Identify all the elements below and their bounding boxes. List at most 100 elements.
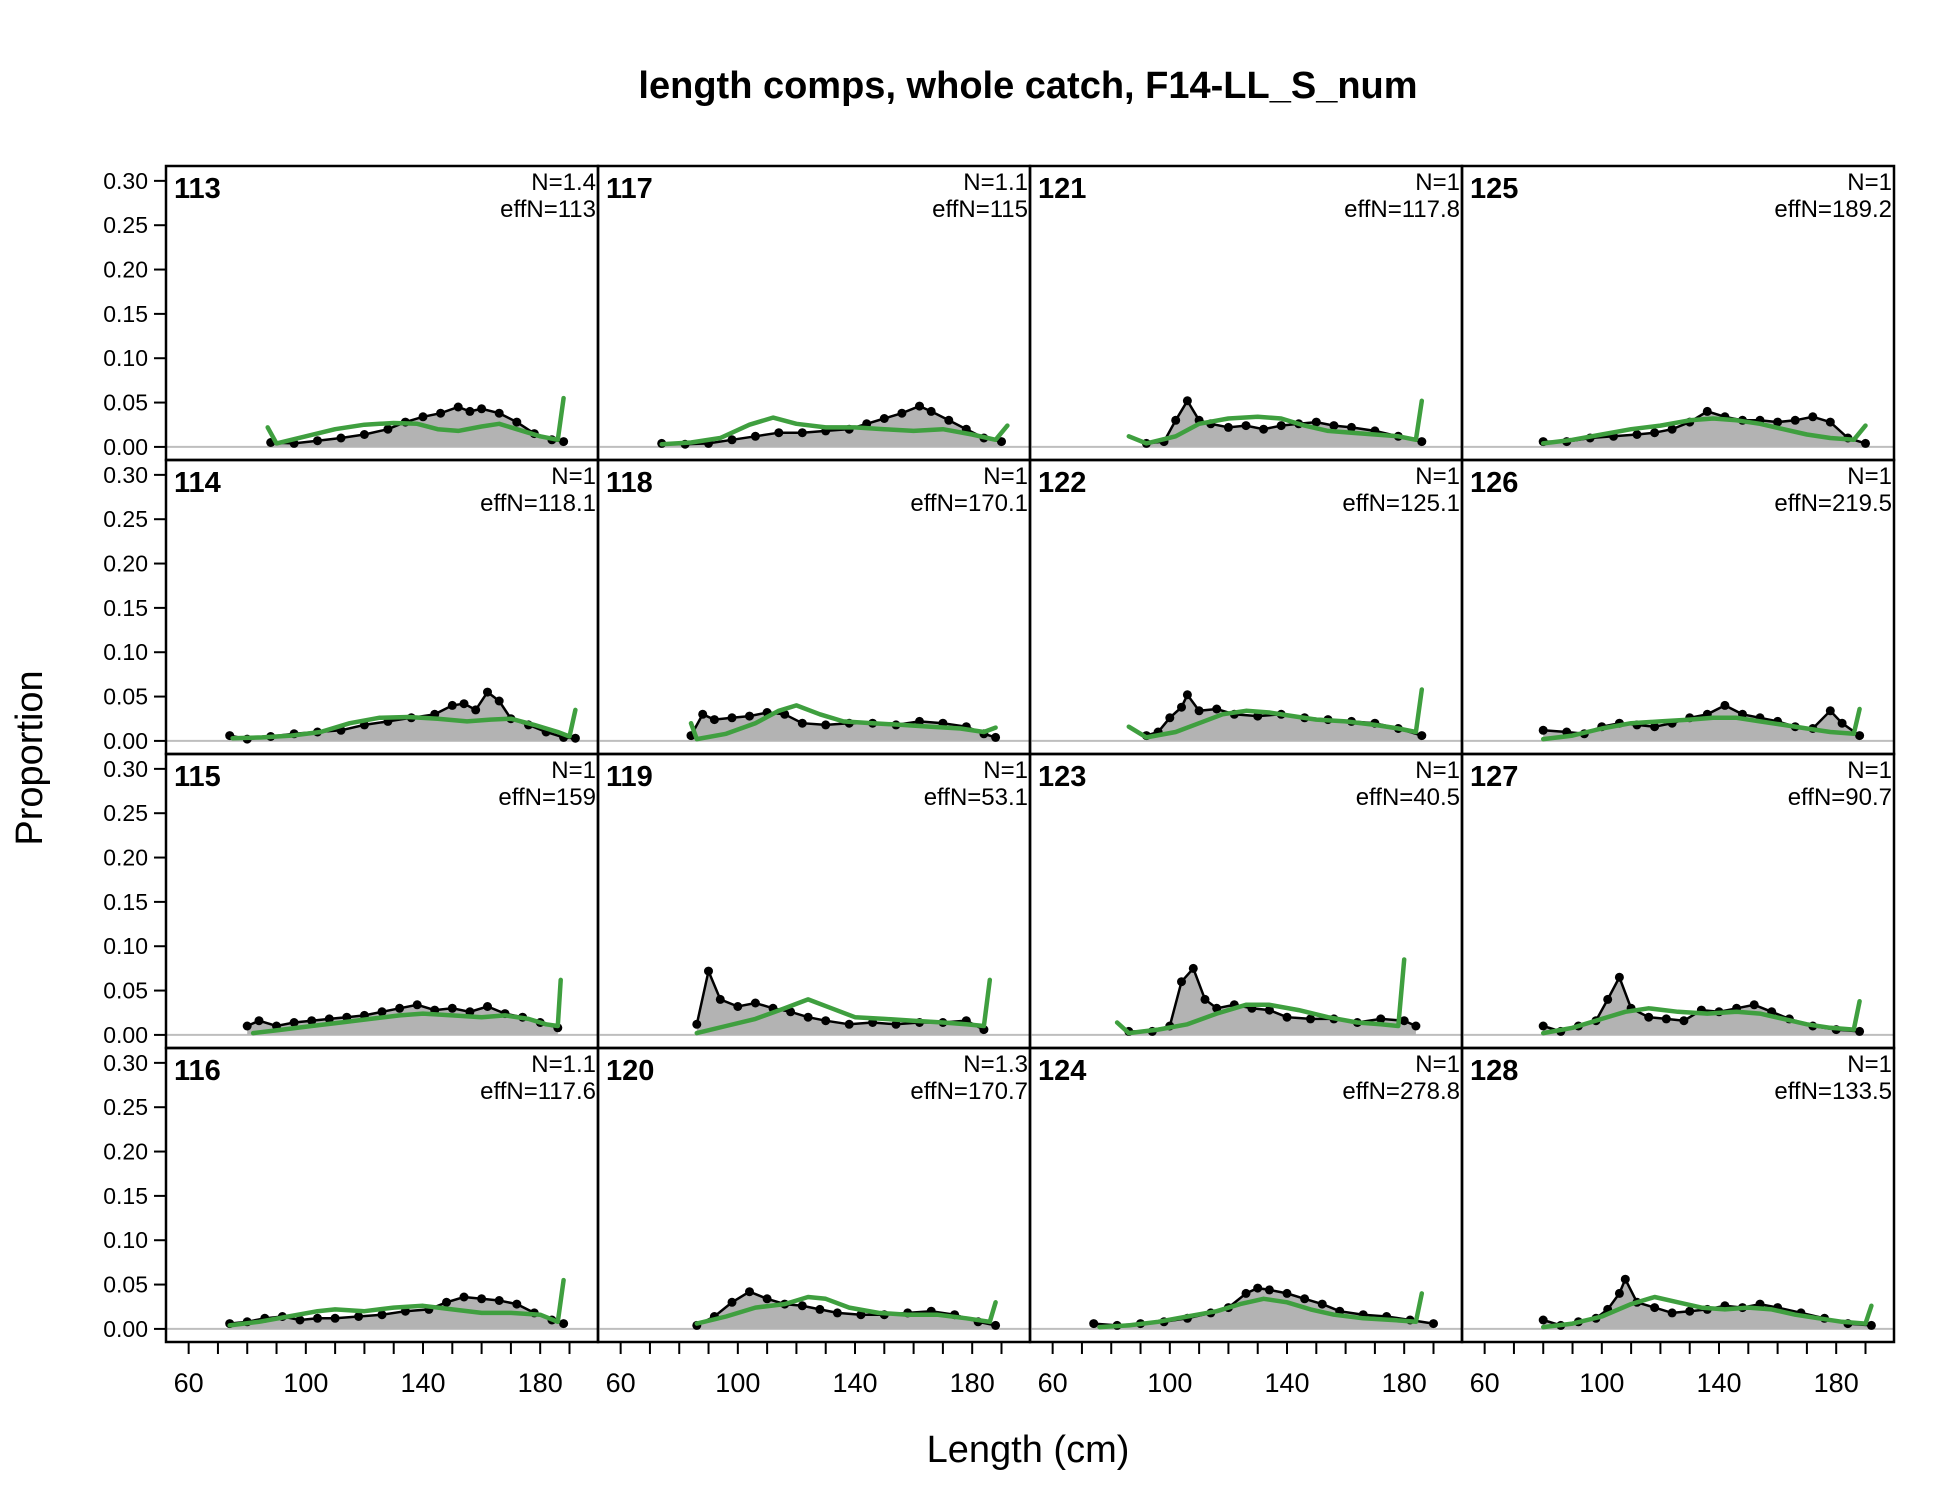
observed-point bbox=[780, 709, 790, 719]
observed-point bbox=[1194, 706, 1204, 716]
sample-size-label: N=1 bbox=[1415, 169, 1460, 196]
observed-point bbox=[1177, 977, 1186, 987]
expected-line bbox=[227, 1277, 566, 1328]
y-tick-label: 0.30 bbox=[103, 462, 148, 488]
observed-point bbox=[1825, 706, 1835, 716]
observed-point bbox=[786, 1007, 796, 1017]
observed-point bbox=[733, 1002, 743, 1011]
observed-point bbox=[1429, 1319, 1438, 1329]
effective-n-label: effN=117.8 bbox=[1344, 196, 1460, 223]
y-tick-label: 0.00 bbox=[103, 1022, 148, 1048]
y-tick-label: 0.05 bbox=[103, 978, 148, 1004]
panel-id-label: 128 bbox=[1470, 1055, 1518, 1087]
observed-point bbox=[471, 705, 481, 715]
observed-point bbox=[1282, 1288, 1292, 1298]
observed-point bbox=[1538, 1315, 1548, 1325]
effective-n-label: effN=113 bbox=[500, 196, 596, 223]
observed-point bbox=[897, 408, 907, 418]
observed-point bbox=[774, 428, 784, 438]
panel-id-label: 121 bbox=[1038, 173, 1086, 205]
observed-point bbox=[1808, 412, 1818, 422]
y-tick-label: 0.00 bbox=[103, 1316, 148, 1342]
observed-point bbox=[926, 406, 936, 416]
observed-point bbox=[727, 713, 737, 723]
observed-point bbox=[1376, 1014, 1386, 1024]
sample-size-label: N=1.1 bbox=[531, 1051, 596, 1078]
sample-size-label: N=1 bbox=[983, 757, 1028, 784]
observed-point bbox=[1702, 406, 1712, 416]
x-tick-label: 180 bbox=[1382, 1368, 1427, 1398]
expected-line bbox=[694, 1294, 998, 1326]
x-tick-label: 100 bbox=[1147, 1368, 1192, 1398]
y-tick-label: 0.20 bbox=[103, 257, 148, 283]
y-tick-label: 0.15 bbox=[103, 1183, 148, 1209]
effective-n-label: effN=219.5 bbox=[1774, 490, 1892, 517]
panel-id-label: 116 bbox=[174, 1055, 221, 1087]
observed-area bbox=[229, 692, 576, 741]
observed-area bbox=[1146, 400, 1422, 447]
panel-id-label: 118 bbox=[606, 467, 653, 499]
observed-point bbox=[483, 1002, 492, 1011]
panel-id-label: 126 bbox=[1470, 467, 1518, 499]
y-tick-label: 0.10 bbox=[103, 345, 148, 371]
observed-area bbox=[696, 971, 984, 1035]
x-axis-label: Length (cm) bbox=[927, 1429, 1130, 1471]
observed-point bbox=[704, 966, 713, 976]
observed-point bbox=[383, 424, 393, 434]
observed-point bbox=[324, 1014, 334, 1024]
effective-n-label: effN=170.7 bbox=[910, 1078, 1028, 1105]
observed-point bbox=[1417, 731, 1427, 741]
observed-point bbox=[1790, 415, 1800, 425]
observed-point bbox=[1182, 396, 1192, 406]
sample-size-label: N=1 bbox=[1415, 463, 1460, 490]
observed-point bbox=[698, 709, 708, 719]
y-tick-label: 0.25 bbox=[103, 1094, 148, 1120]
expected-line bbox=[265, 395, 566, 446]
observed-point bbox=[832, 1308, 842, 1318]
x-tick-label: 60 bbox=[606, 1368, 636, 1398]
observed-point bbox=[1223, 422, 1233, 432]
observed-point bbox=[559, 1319, 569, 1329]
observed-point bbox=[915, 401, 924, 411]
observed-point bbox=[1614, 972, 1624, 982]
observed-point bbox=[709, 715, 719, 725]
observed-point bbox=[313, 1313, 322, 1323]
observed-point bbox=[1661, 1014, 1671, 1024]
observed-point bbox=[1212, 1003, 1222, 1013]
observed-point bbox=[821, 1016, 831, 1026]
observed-point bbox=[494, 408, 504, 418]
sample-size-label: N=1.1 bbox=[963, 169, 1028, 196]
observed-point bbox=[1089, 1319, 1099, 1329]
observed-point bbox=[1644, 1012, 1654, 1022]
x-tick-label: 60 bbox=[1038, 1368, 1068, 1398]
y-tick-label: 0.20 bbox=[103, 551, 148, 577]
observed-point bbox=[1749, 1000, 1759, 1010]
panel-border bbox=[1460, 1046, 1896, 1344]
expected-line bbox=[1126, 687, 1425, 740]
observed-point bbox=[477, 1294, 487, 1304]
observed-point bbox=[944, 415, 954, 425]
y-tick-label: 0.05 bbox=[103, 390, 148, 416]
x-tick-label: 100 bbox=[715, 1368, 760, 1398]
observed-point bbox=[447, 1003, 457, 1013]
observed-point bbox=[1264, 1005, 1274, 1015]
effective-n-label: effN=118.1 bbox=[480, 490, 596, 517]
observed-point bbox=[997, 437, 1006, 447]
expected-line bbox=[1540, 416, 1868, 446]
panel-id-label: 125 bbox=[1470, 173, 1518, 205]
observed-point bbox=[313, 436, 322, 446]
observed-point bbox=[295, 1315, 305, 1325]
observed-line bbox=[696, 1290, 996, 1327]
observed-point bbox=[1177, 702, 1186, 712]
observed-point bbox=[512, 1299, 522, 1309]
observed-point bbox=[1650, 722, 1660, 732]
observed-point bbox=[494, 696, 504, 706]
observed-point bbox=[1620, 1274, 1630, 1284]
observed-point bbox=[797, 1301, 807, 1311]
observed-point bbox=[797, 718, 807, 728]
